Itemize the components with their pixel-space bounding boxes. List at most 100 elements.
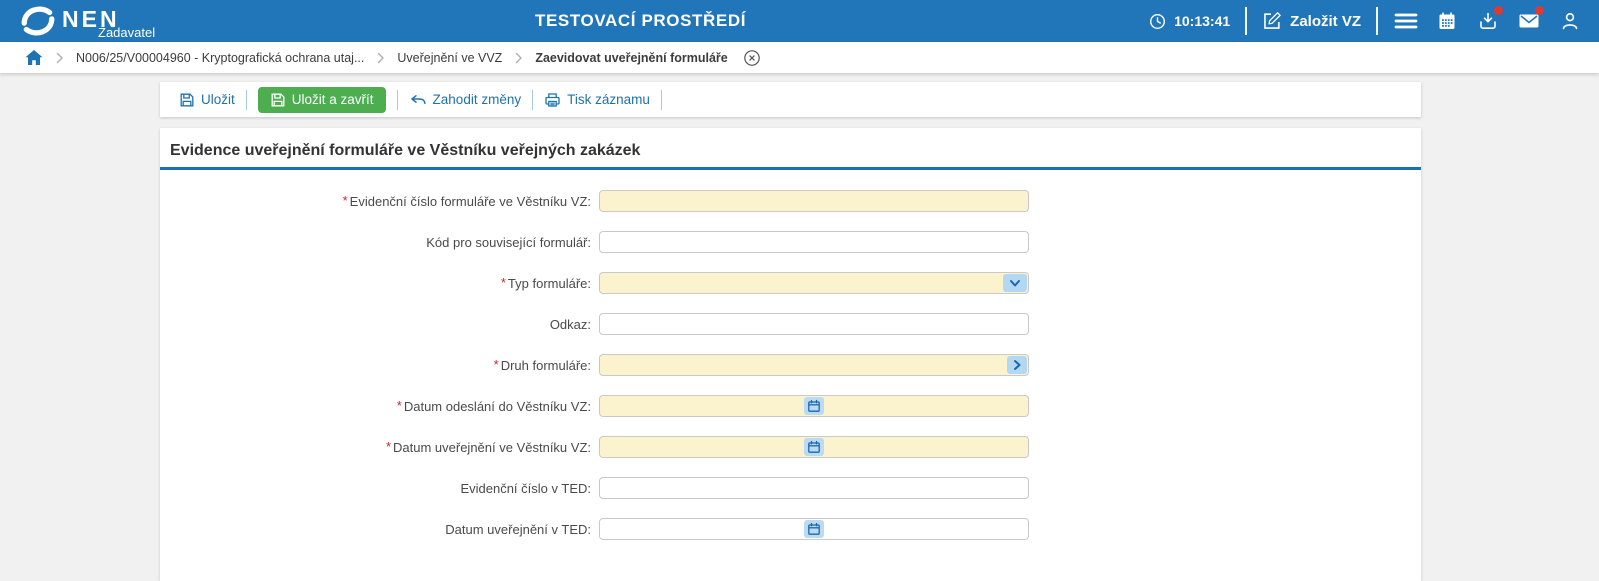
typ-formulare-input[interactable] xyxy=(599,272,1029,294)
home-icon xyxy=(25,50,43,65)
breadcrumb-item-vvz[interactable]: Uveřejnění ve VVZ xyxy=(397,50,503,65)
field-label-text: Odkaz: xyxy=(549,316,591,332)
field-input-wrap xyxy=(599,231,1029,253)
toolbar-divider xyxy=(532,89,534,110)
breadcrumb-item-contract[interactable]: N006/25/V00004960 - Kryptografická ochra… xyxy=(76,50,365,65)
user-profile-button[interactable] xyxy=(1557,6,1583,36)
current-time: 10:13:41 xyxy=(1174,13,1231,29)
app-header: NEN Zadavatel TESTOVACÍ PROSTŘEDÍ 10:13:… xyxy=(0,0,1599,42)
form-title: Evidence uveřejnění formuláře ve Věstník… xyxy=(160,128,1421,170)
downloads-button[interactable] xyxy=(1475,6,1503,36)
breadcrumb: N006/25/V00004960 - Kryptografická ochra… xyxy=(0,42,1599,73)
close-tab-button[interactable] xyxy=(743,49,761,67)
evidencni-cislo-formulare-vvz-input[interactable] xyxy=(599,190,1029,212)
mail-badge xyxy=(1535,6,1544,15)
field-input-wrap xyxy=(599,190,1029,212)
date-picker-button[interactable] xyxy=(804,397,824,415)
save-icon xyxy=(271,93,285,106)
form-row: * Datum odeslání do Věstníku VZ: xyxy=(160,395,1421,417)
field-label: * Datum uveřejnění ve Věstníku VZ: xyxy=(160,439,595,455)
header-actions: 10:13:41 Založit VZ xyxy=(1149,0,1583,42)
odkaz-input[interactable] xyxy=(599,313,1029,335)
print-icon xyxy=(545,92,560,107)
create-vz-label: Založit VZ xyxy=(1290,12,1361,30)
calendar-icon xyxy=(808,399,820,412)
field-label: Datum uveřejnění v TED: xyxy=(160,522,595,537)
discard-changes-label: Zahodit změny xyxy=(432,92,522,107)
date-picker-button[interactable] xyxy=(804,438,824,456)
create-vz-button[interactable]: Založit VZ xyxy=(1262,11,1361,31)
close-circle-icon xyxy=(743,49,760,66)
calendar-icon xyxy=(1439,12,1455,29)
discard-changes-button[interactable]: Zahodit změny xyxy=(409,92,522,107)
chevron-down-icon xyxy=(1010,280,1020,287)
clock-icon xyxy=(1150,13,1166,29)
field-label-text: Datum uveřejnění ve Věstníku VZ: xyxy=(393,439,591,455)
field-label-text: Typ formuláře: xyxy=(507,275,591,291)
form-row: Odkaz: xyxy=(160,313,1421,335)
field-label: Evidenční číslo v TED: xyxy=(160,481,595,496)
required-asterisk: * xyxy=(396,397,402,413)
save-button[interactable]: Uložit xyxy=(179,92,235,108)
chevron-right-icon xyxy=(1014,360,1021,370)
save-and-close-button[interactable]: Uložit a zavřít xyxy=(257,86,386,113)
toolbar-divider xyxy=(660,89,662,110)
clock-group: 10:13:41 xyxy=(1149,13,1230,30)
picker-button[interactable] xyxy=(1007,356,1027,374)
field-label: * Druh formuláře: xyxy=(160,356,595,373)
evidencni-cislo-v-ted-input[interactable] xyxy=(599,477,1029,499)
field-input-wrap xyxy=(599,272,1029,294)
home-button[interactable] xyxy=(25,49,43,66)
required-asterisk: * xyxy=(493,356,499,372)
field-input-wrap xyxy=(599,436,1029,458)
download-icon xyxy=(1480,12,1496,29)
menu-button[interactable] xyxy=(1393,6,1419,36)
toolbar-divider xyxy=(245,89,247,110)
form-row: Datum uveřejnění v TED: xyxy=(160,518,1421,540)
field-input-wrap xyxy=(599,313,1029,335)
form-row: * Druh formuláře: xyxy=(160,354,1421,376)
user-icon xyxy=(1562,12,1578,30)
druh-formulare-input[interactable] xyxy=(599,354,1029,376)
calendar-icon xyxy=(808,522,820,535)
messages-button[interactable] xyxy=(1516,6,1544,36)
field-label-text: Datum uveřejnění v TED: xyxy=(445,521,591,537)
calendar-icon xyxy=(808,440,820,453)
field-label: Kód pro související formulář: xyxy=(160,235,595,250)
field-input-wrap xyxy=(599,354,1029,376)
undo-icon xyxy=(410,95,426,104)
brand-subtitle: Zadavatel xyxy=(98,25,156,40)
field-label-text: Datum odeslání do Věstníku VZ: xyxy=(403,398,591,414)
record-toolbar: Uložit Uložit a zavřít Zahodit změny Tis… xyxy=(160,82,1421,117)
date-picker-button[interactable] xyxy=(804,520,824,538)
form-row: * Datum uveřejnění ve Věstníku VZ: xyxy=(160,436,1421,458)
field-input-wrap xyxy=(599,477,1029,499)
field-label-text: Evidenční číslo formuláře ve Věstníku VZ… xyxy=(349,193,591,209)
kod-pro-souvisejici-formular-input[interactable] xyxy=(599,231,1029,253)
required-asterisk: * xyxy=(500,274,506,290)
save-icon xyxy=(180,93,194,106)
form-row: * Typ formuláře: xyxy=(160,272,1421,294)
form-row: Kód pro související formulář: xyxy=(160,231,1421,253)
field-input-wrap xyxy=(599,518,1029,540)
field-input-wrap xyxy=(599,395,1029,417)
field-label-text: Druh formuláře: xyxy=(500,357,591,373)
header-divider xyxy=(1376,7,1378,35)
menu-icon xyxy=(1394,13,1418,29)
print-record-button[interactable]: Tisk záznamu xyxy=(544,92,650,108)
field-label: * Typ formuláře: xyxy=(160,274,595,291)
mail-icon xyxy=(1519,14,1539,28)
brand-name[interactable]: NEN xyxy=(62,6,120,32)
environment-title: TESTOVACÍ PROSTŘEDÍ xyxy=(535,11,747,30)
field-label: * Evidenční číslo formuláře ve Věstníku V… xyxy=(160,193,595,209)
field-label-text: Evidenční číslo v TED: xyxy=(460,480,591,496)
form-row: * Evidenční číslo formuláře ve Věstníku V… xyxy=(160,190,1421,212)
field-label: Odkaz: xyxy=(160,317,595,332)
download-badge xyxy=(1494,6,1503,15)
print-record-label: Tisk záznamu xyxy=(567,92,650,107)
nen-logo-icon[interactable] xyxy=(20,3,56,39)
field-label-text: Kód pro související formulář: xyxy=(426,234,591,250)
calendar-button[interactable] xyxy=(1434,6,1460,36)
form-row: Evidenční číslo v TED: xyxy=(160,477,1421,499)
dropdown-button[interactable] xyxy=(1003,274,1027,292)
